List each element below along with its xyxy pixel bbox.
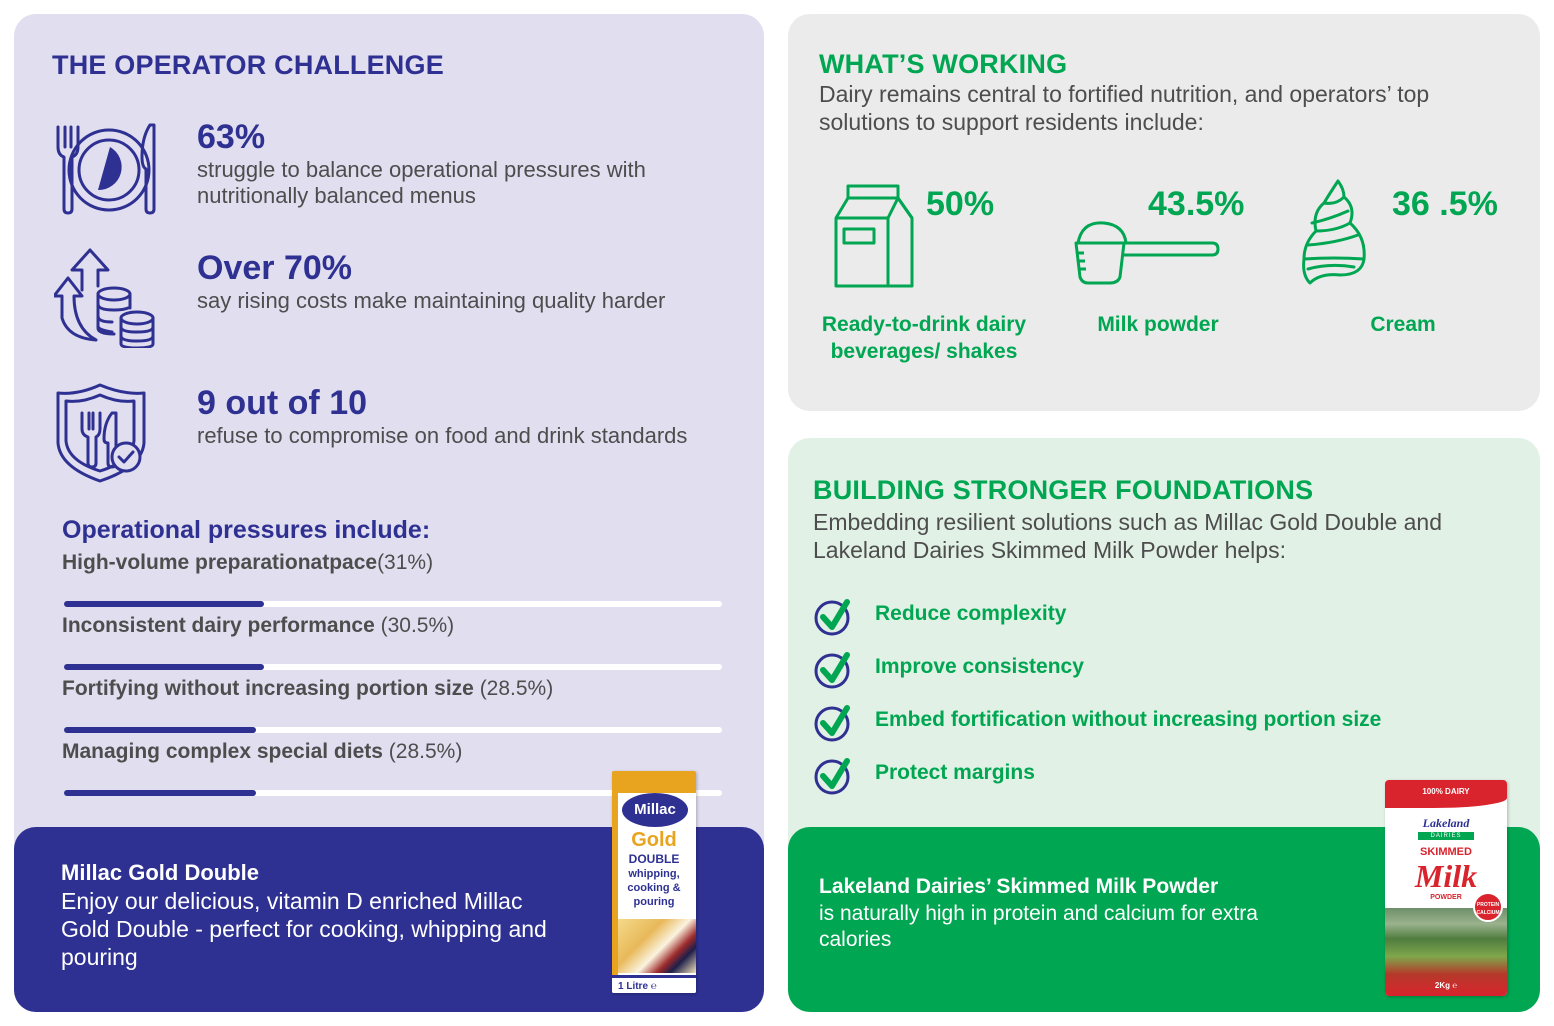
shield-cutlery-icon [56, 383, 146, 483]
food-photo [618, 919, 696, 973]
benefit-text: Improve consistency [875, 655, 1084, 678]
pressure-item: High-volume preparationatpace(31%) [62, 551, 726, 607]
pressure-bar-fill [64, 601, 264, 607]
millac-description: Enjoy our delicious, vitamin D enriched … [61, 888, 547, 970]
check-circle-icon [814, 705, 850, 742]
stat-value: 9 out of 10 [197, 384, 368, 422]
milk-carton-icon [834, 184, 914, 288]
pressure-bar-fill [64, 664, 264, 670]
pasture-photo [1385, 908, 1507, 996]
pressure-item: Fortifying without increasing portion si… [62, 677, 726, 733]
stat-description: refuse to compromise on food and drink s… [197, 423, 688, 448]
lakeland-title: Lakeland Dairies’ Skimmed Milk Powder [819, 875, 1219, 898]
millac-logo: Millac [622, 793, 688, 827]
solution-label: Ready-to-drink dairy beverages/ shakes [821, 313, 1027, 363]
lakeland-description: is naturally high in protein and calcium… [819, 902, 1258, 951]
benefit-text: Reduce complexity [875, 602, 1067, 625]
protein-calcium-badge: PROTEIN CALCIUM [1473, 892, 1503, 922]
pressure-bar-track [64, 790, 722, 796]
lakeland-logo: Lakeland [1422, 816, 1470, 830]
stat-description: struggle to balance operational pressure… [197, 157, 646, 208]
millac-title: Millac Gold Double [61, 860, 260, 885]
whats-working-panel: WHAT’S WORKING Dairy remains central to … [788, 14, 1540, 411]
stat-description: say rising costs make maintaining qualit… [197, 288, 666, 313]
powder-scoop-icon [1074, 221, 1220, 285]
stat-9-out-of-10: 9 out of 10 refuse to compromise on food… [54, 383, 714, 493]
pressure-bar-fill [64, 790, 256, 796]
whipped-cream-icon [1302, 179, 1366, 285]
pressure-value: (31%) [377, 551, 434, 574]
pressure-label: Fortifying without increasing portion si… [62, 677, 474, 700]
operator-challenge-title: THE OPERATOR CHALLENGE [52, 50, 444, 80]
pressure-label: Managing complex special diets [62, 740, 383, 763]
pressure-value: (28.5%) [479, 677, 554, 700]
building-foundations-title: BUILDING STRONGER FOUNDATIONS [813, 475, 1314, 505]
solution-label: Milk powder [1097, 313, 1219, 336]
pressures-heading: Operational pressures include: [62, 516, 431, 544]
stat-63-percent: 63% struggle to balance operational pres… [54, 117, 714, 227]
stat-value: 63% [197, 118, 266, 156]
pressure-item: Managing complex special diets (28.5%) [62, 740, 726, 796]
pressure-bar-fill [64, 727, 256, 733]
benefit-text: Embed fortification without increasing p… [875, 708, 1382, 731]
millac-carton-image: Millac Gold DOUBLE whipping, cooking & p… [612, 771, 696, 993]
solution-label: Cream [1370, 313, 1436, 336]
check-circle-icon [814, 652, 850, 689]
check-circle-icon [814, 758, 850, 795]
benefit-text: Protect margins [875, 761, 1035, 784]
stat-value: Over 70% [197, 249, 352, 287]
solution-value: 43.5% [1148, 185, 1245, 223]
pressure-bar-track [64, 601, 722, 607]
pressure-bar-track [64, 664, 722, 670]
solution-value: 50% [926, 185, 995, 223]
pressure-label: Inconsistent dairy performance [62, 614, 375, 637]
building-foundations-description: Embedding resilient solutions such as Mi… [813, 509, 1443, 563]
rising-costs-icon [54, 248, 155, 348]
pressure-label: High-volume preparationatpace [62, 551, 378, 574]
whats-working-description: Dairy remains central to fortified nutri… [819, 81, 1430, 135]
lakeland-milk-powder-bag-image: 100% DAIRY Lakeland DAIRIES SKIMMED Milk… [1385, 780, 1507, 996]
pressure-value: (28.5%) [388, 740, 463, 763]
stat-over-70-percent: Over 70% say rising costs make maintaini… [54, 248, 714, 358]
pressure-bar-track [64, 727, 722, 733]
pressure-item: Inconsistent dairy performance (30.5%) [62, 614, 726, 670]
whats-working-title: WHAT’S WORKING [819, 49, 1068, 79]
plate-clock-icon [56, 123, 156, 215]
solution-value: 36 .5% [1392, 185, 1498, 223]
pressure-value: (30.5%) [380, 614, 455, 637]
check-circle-icon [814, 599, 850, 636]
